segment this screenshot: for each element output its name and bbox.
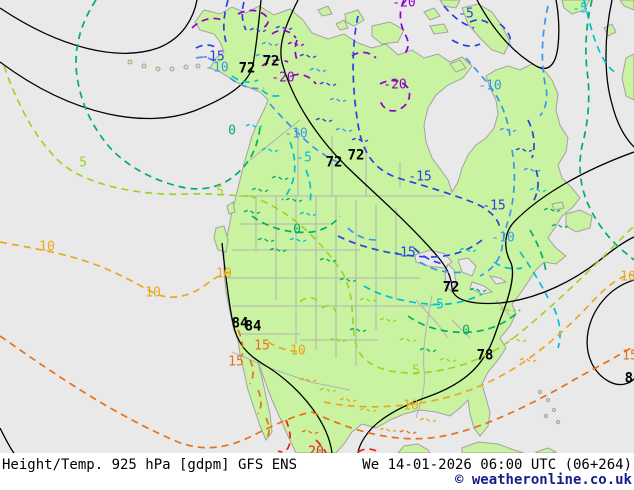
cuba xyxy=(462,442,524,453)
contour-label: -5 xyxy=(572,1,588,17)
contour-label: 72 xyxy=(325,154,343,171)
contour-label: 72 xyxy=(442,279,460,296)
contour-label: -10 xyxy=(205,60,229,76)
caption-bar: Height/Temp. 925 hPa [gdpm] GFS ENS We 1… xyxy=(0,453,634,490)
contour-labels-layer: -15 -10 72 72 -20 -20 -5 -5 -20 -10 0 -10 -5 72 72 5 -15… xyxy=(39,0,634,454)
contour-label: 15 xyxy=(254,338,270,354)
contour-label: -15 xyxy=(201,49,225,65)
isotherm-minus10 xyxy=(196,6,548,276)
island xyxy=(430,24,448,34)
contour-label: 10 xyxy=(290,343,306,359)
island xyxy=(536,448,556,453)
landmass xyxy=(128,0,634,453)
isotherm-minus20 xyxy=(192,0,410,111)
contour-label: 84 xyxy=(244,318,262,335)
contour-label: 0 xyxy=(293,222,301,238)
yucatan xyxy=(398,444,430,453)
contour-label: -10 xyxy=(491,230,515,246)
lakes xyxy=(415,250,506,294)
greenland-tip xyxy=(562,0,590,14)
contour-label: 10 xyxy=(39,239,55,255)
lake-huron xyxy=(458,258,476,276)
contour-label: 5 xyxy=(79,155,87,171)
island xyxy=(336,20,348,30)
contour-label: 0 xyxy=(228,123,236,139)
isotherm-minus5 xyxy=(232,0,618,348)
island xyxy=(345,10,364,26)
contour-label: -10 xyxy=(284,126,308,142)
contour-label: 5 xyxy=(412,363,420,379)
island xyxy=(450,60,466,72)
caption-title: Height/Temp. 925 hPa [gdpm] GFS ENS xyxy=(2,457,298,473)
isotherm-20 xyxy=(278,420,378,453)
isotherm-10 xyxy=(0,242,634,407)
contour-label: -20 xyxy=(392,0,416,11)
contour-label: 20 xyxy=(308,444,324,454)
contour-label: -5 xyxy=(458,6,474,22)
vancouver-island xyxy=(214,226,228,252)
island xyxy=(227,202,235,214)
contour-label: 10 xyxy=(216,266,232,282)
ensemble-squiggles xyxy=(244,27,568,434)
isotherm-minus15 xyxy=(196,0,538,264)
contour-label: 0 xyxy=(462,323,470,339)
contour-label: 72 xyxy=(347,147,365,164)
height-contours xyxy=(0,0,634,453)
contour-label: -5 xyxy=(296,150,312,166)
contour-label: 72 xyxy=(262,53,280,70)
island xyxy=(462,4,510,54)
contour-label: 10 xyxy=(145,285,161,301)
isotherm-5 xyxy=(4,66,634,373)
contour-label: 78 xyxy=(476,347,494,364)
caption-datetime: We 14-01-2026 06:00 UTC (06+264) xyxy=(362,457,632,473)
isotherm-15 xyxy=(0,330,634,448)
island xyxy=(372,22,404,44)
contour-label: -15 xyxy=(408,169,432,185)
contour-label: 5 xyxy=(216,184,224,200)
contour-label: -5 xyxy=(428,297,444,313)
island xyxy=(620,0,634,10)
island xyxy=(424,8,440,20)
contour-label: 10 xyxy=(403,398,419,414)
contour-label: 15 xyxy=(228,354,244,370)
island xyxy=(318,6,332,16)
isotherm-0 xyxy=(76,0,634,332)
contour-label: 72 xyxy=(238,60,256,77)
contour-label: 84 xyxy=(231,315,249,332)
contour-label: -20 xyxy=(271,70,295,86)
caption-copyright: © weatheronline.co.uk xyxy=(454,472,632,488)
newfoundland xyxy=(566,210,592,232)
map-graphics xyxy=(0,0,634,453)
contour-label: -20 xyxy=(383,77,407,93)
contour-label: -10 xyxy=(478,78,502,94)
lake-ontario xyxy=(490,276,506,284)
map-canvas: -15 -10 72 72 -20 -20 -5 -5 -20 -10 0 -10 -5 72 72 5 -15… xyxy=(0,0,634,453)
contour-label: 84 xyxy=(624,370,634,387)
contour-label: -15 xyxy=(482,198,506,214)
bahamas xyxy=(538,390,559,423)
contour-label: 15 xyxy=(622,348,634,364)
lake-erie xyxy=(470,282,492,294)
mainland xyxy=(195,6,580,453)
island xyxy=(622,54,634,100)
contour-label: -15 xyxy=(392,245,416,261)
contour-label: 10 xyxy=(620,269,634,285)
island xyxy=(552,202,564,210)
